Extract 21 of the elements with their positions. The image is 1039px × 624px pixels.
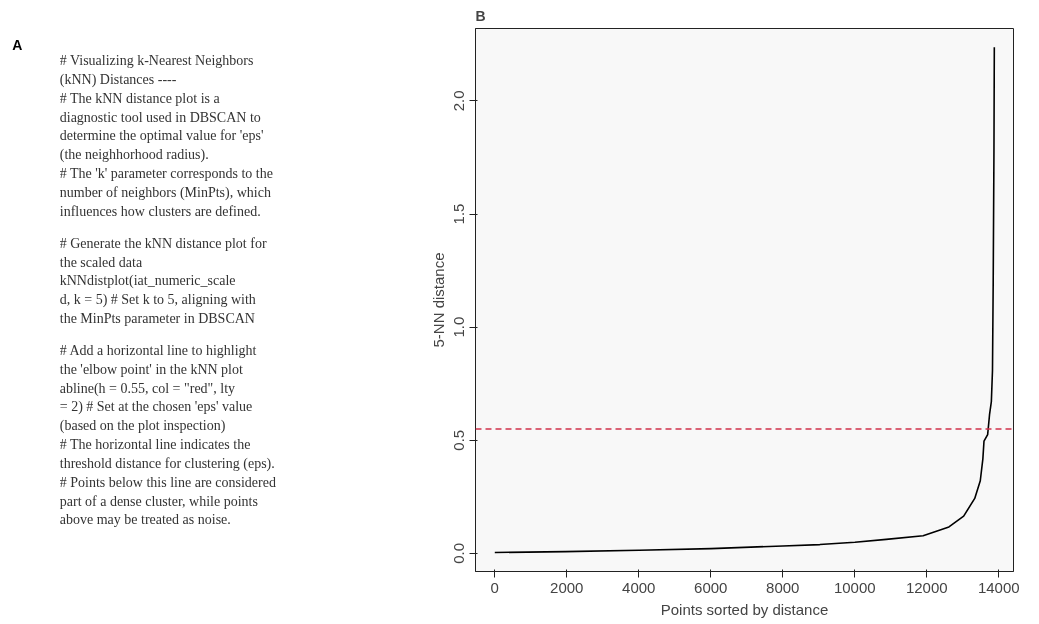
x-tick-label: 14000 [977,578,1020,596]
y-tick-label: 2.0 [450,90,468,112]
y-tick-label: 1.0 [450,316,468,338]
x-tick-label: 4000 [622,578,656,596]
x-tick-label: 0 [490,578,499,596]
x-tick-label: 8000 [766,578,800,596]
x-tick-label: 10000 [833,578,876,596]
y-axis-title: 5-NN distance [429,252,447,348]
text: # Add a horizontal line to highlight the 'elbow point' in the kNN plot abline(h = 0.55, col = "red", lty = 2) # Set at the chosen 'eps' value (based on the plot inspection) # The horizontal line indicates the threshold distance for clustering (eps). # Points below this line are considered part of a dense cluster, while points above may be treated as noise. [59,343,276,528]
text: # Visualizing k-Nearest Neighbors (kNN) Distances ---- # The kNN distance plot is a diagnostic tool used in DBSCAN to determine the optimal value for 'eps' (the neighhorhood radius). # The 'k' parameter corresponds to the number of neighbors (MinPts), which influences how clusters are defined. [59,53,273,219]
y-tick-label: 0.5 [450,429,468,451]
chart-title: B [475,7,486,24]
text: # Generate the kNN distance plot for the scaled data kNNdistplot(iat_numeric_scale d, k = 5) # Set k to 5, aligning with the MinPts parameter in DBSCAN [59,235,267,326]
line-series [493,46,996,554]
y-tick-label: 0.0 [450,542,468,564]
x-tick-label: 12000 [905,578,948,596]
text: A [12,37,23,54]
x-tick-label: 2000 [550,578,584,596]
x-axis-title: Points sorted by distance [660,600,829,618]
y-tick-label: 1.5 [450,203,468,225]
x-tick-label: 6000 [694,578,728,596]
